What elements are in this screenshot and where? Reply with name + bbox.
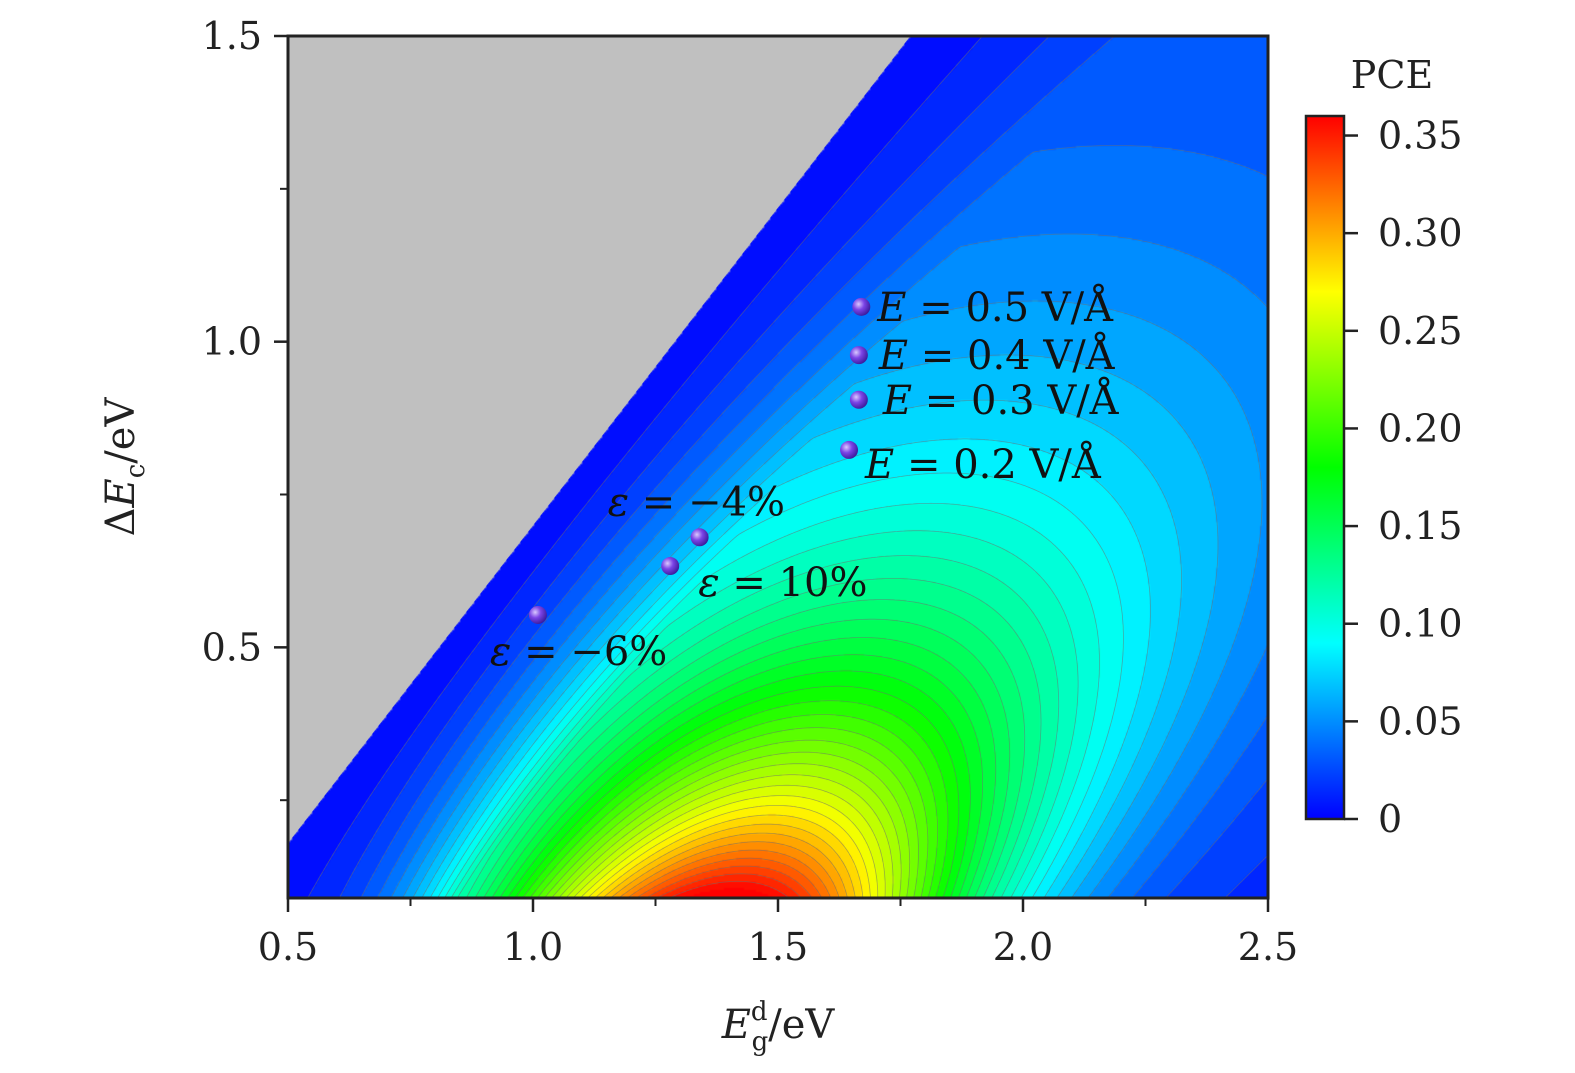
contour-line: [611, 832, 848, 898]
colorbar-title: PCE: [1351, 53, 1433, 97]
contour-line: [483, 618, 1011, 898]
contour-line: [552, 751, 911, 898]
contour-line: [361, 36, 1268, 898]
plot-area: 0.5 1.0 1.5 2.0 2.5 0.5 1.0 1.5 ε = −6% ε = 10%…: [202, 14, 1299, 969]
contour-line: [500, 654, 983, 898]
contour-line: [412, 354, 1219, 898]
contour-line: [559, 763, 902, 898]
contour-line: [544, 739, 919, 898]
contour-line: [573, 784, 886, 898]
x-tick-label: 2.0: [993, 925, 1053, 969]
point-label: ε = 10%: [698, 560, 867, 606]
data-point-marker: [690, 528, 709, 547]
x-axis-ticks: 0.5 1.0 1.5 2.0 2.5: [258, 898, 1298, 969]
contour-line: [647, 865, 812, 898]
contour-line: [671, 880, 789, 898]
contour-line: [566, 774, 894, 898]
y-axis-ticks: 0.5 1.0 1.5: [202, 14, 288, 802]
contour-line: [588, 805, 871, 898]
colorbar-tick-label: 0: [1378, 797, 1402, 841]
contour-line: [430, 438, 1151, 898]
y-tick-label: 0.5: [202, 625, 262, 669]
contour-line: [619, 841, 840, 898]
y-tick-label: 1.0: [202, 320, 262, 364]
data-point-marker: [661, 557, 680, 576]
contour-line: [581, 795, 879, 898]
point-label: E = 0.5 V/Å: [876, 284, 1114, 331]
contour-line: [339, 36, 1268, 898]
colorbar-tick-label: 0.20: [1378, 406, 1463, 450]
data-point-marker: [528, 605, 547, 624]
contour-line: [457, 555, 1060, 898]
data-point-marker: [849, 346, 868, 365]
colorbar-tick-label: 0.35: [1378, 114, 1463, 158]
contour-line: [530, 714, 939, 898]
point-label: E = 0.4 V/Å: [878, 332, 1116, 379]
contour-line: [307, 36, 982, 898]
data-point-marker: [840, 440, 859, 459]
contour-line: [391, 233, 1268, 898]
x-tick-label: 0.5: [258, 925, 318, 969]
colorbar-tick-label: 0.30: [1378, 211, 1463, 255]
point-label: ε = −4%: [608, 479, 785, 525]
contour-line: [475, 599, 1026, 898]
contour-lines: [307, 36, 1268, 898]
colorbar-tick-label: 0.25: [1378, 309, 1463, 353]
contour-line: [595, 814, 864, 898]
x-axis-title: Ed g/eV: [721, 997, 836, 1057]
x-tick-label: 1.0: [503, 925, 563, 969]
contour-line: [451, 530, 1079, 898]
colorbar-tick-label: 0.05: [1378, 699, 1463, 743]
y-tick-label: 1.5: [202, 14, 262, 58]
contour-line: [515, 685, 960, 898]
colorbar: 0 0.05 0.10 0.15 0.20 0.25 0.30 0.35 PCE: [1304, 53, 1463, 841]
x-tick-label: 1.5: [748, 925, 808, 969]
contour-line: [437, 472, 1124, 898]
contour-line: [466, 578, 1042, 898]
colorbar-tick-label: 0.10: [1378, 602, 1463, 646]
contour-line: [377, 145, 1268, 898]
point-annotations: ε = −6% ε = 10% ε = −4% E = 0.2 V/Å E = 0.3 …: [490, 284, 1120, 675]
contour-line: [603, 823, 856, 898]
data-point-marker: [852, 297, 871, 316]
excluded-region: [288, 36, 911, 843]
contour-line: [537, 727, 929, 898]
colorbar-gradient: [1304, 114, 1346, 821]
contour-line: [628, 849, 831, 898]
contour-line: [444, 502, 1100, 898]
y-axis-title: ΔEc/eV: [98, 397, 151, 537]
data-points: [528, 297, 871, 624]
x-tick-label: 2.5: [1238, 925, 1298, 969]
data-point-marker: [849, 390, 868, 409]
contour-line: [492, 637, 997, 898]
point-label: ε = −6%: [490, 629, 667, 675]
contour-line: [637, 857, 822, 898]
contour-line: [522, 700, 949, 898]
contour-line: [658, 873, 801, 898]
colorbar-ticks: 0 0.05 0.10 0.15 0.20 0.25 0.30 0.35: [1344, 114, 1463, 841]
contour-line: [402, 300, 1263, 898]
point-label: E = 0.2 V/Å: [864, 441, 1102, 488]
contour-line: [507, 670, 971, 898]
point-label: E = 0.3 V/Å: [882, 377, 1120, 424]
colorbar-tick-label: 0.15: [1378, 504, 1463, 548]
